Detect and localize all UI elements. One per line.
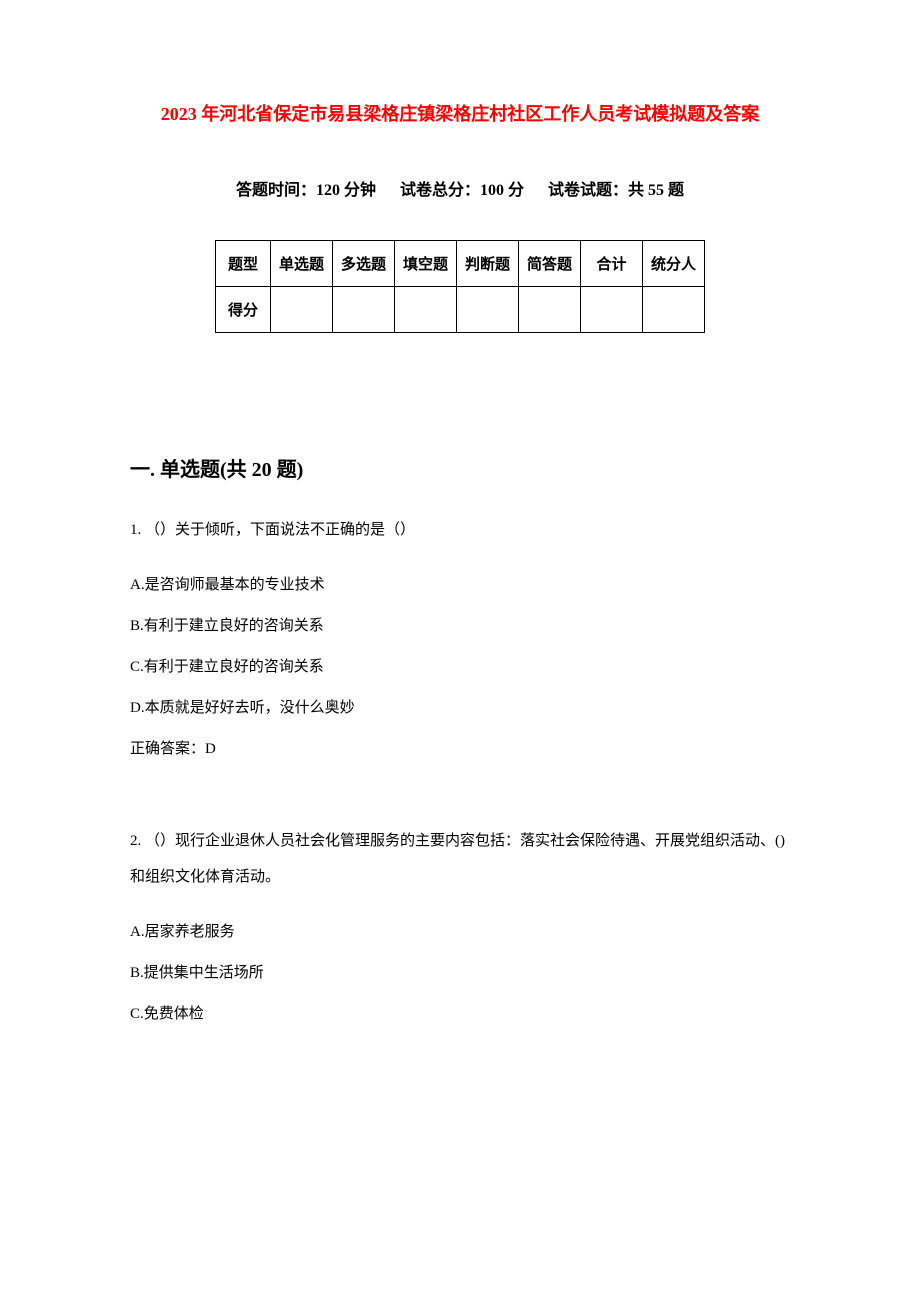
score-table: 题型 单选题 多选题 填空题 判断题 简答题 合计 统分人 得分 [215, 240, 705, 333]
correct-answer: 正确答案：D [130, 736, 790, 763]
table-empty-cell [270, 287, 332, 333]
table-header-cell: 简答题 [519, 241, 581, 287]
table-score-row: 得分 [215, 287, 704, 333]
option-c: C.免费体检 [130, 1001, 790, 1028]
table-header-cell: 合计 [581, 241, 643, 287]
table-header-cell: 填空题 [394, 241, 456, 287]
table-header-cell: 多选题 [332, 241, 394, 287]
exam-meta: 答题时间：120 分钟 试卷总分：100 分 试卷试题：共 55 题 [130, 176, 790, 200]
option-c: C.有利于建立良好的咨询关系 [130, 654, 790, 681]
question-text-content: （）现行企业退休人员社会化管理服务的主要内容包括：落实社会保险待遇、开展党组织活… [130, 833, 785, 885]
table-empty-cell [394, 287, 456, 333]
table-empty-cell [519, 287, 581, 333]
table-header-cell: 题型 [215, 241, 270, 287]
table-header-cell: 判断题 [457, 241, 519, 287]
option-d: D.本质就是好好去听，没什么奥妙 [130, 695, 790, 722]
table-header-cell: 单选题 [270, 241, 332, 287]
exam-time: 答题时间：120 分钟 [236, 176, 376, 200]
option-a: A.是咨询师最基本的专业技术 [130, 572, 790, 599]
table-empty-cell [332, 287, 394, 333]
exam-question-count: 试卷试题：共 55 题 [548, 176, 684, 200]
table-row-label: 得分 [215, 287, 270, 333]
section-heading: 一. 单选题(共 20 题) [130, 453, 790, 482]
question-number: 2. [130, 833, 141, 849]
question-prompt: 2. （）现行企业退休人员社会化管理服务的主要内容包括：落实社会保险待遇、开展党… [130, 823, 790, 895]
table-header-cell: 统分人 [643, 241, 705, 287]
question-block: 1. （）关于倾听，下面说法不正确的是（） A.是咨询师最基本的专业技术 B.有… [130, 512, 790, 763]
option-a: A.居家养老服务 [130, 919, 790, 946]
question-prompt: 1. （）关于倾听，下面说法不正确的是（） [130, 512, 790, 548]
table-empty-cell [581, 287, 643, 333]
question-text-content: （）关于倾听，下面说法不正确的是（） [145, 522, 415, 538]
option-b: B.提供集中生活场所 [130, 960, 790, 987]
table-empty-cell [643, 287, 705, 333]
table-header-row: 题型 单选题 多选题 填空题 判断题 简答题 合计 统分人 [215, 241, 704, 287]
table-empty-cell [457, 287, 519, 333]
question-block: 2. （）现行企业退休人员社会化管理服务的主要内容包括：落实社会保险待遇、开展党… [130, 823, 790, 1028]
exam-total-score: 试卷总分：100 分 [400, 176, 524, 200]
option-b: B.有利于建立良好的咨询关系 [130, 613, 790, 640]
document-title: 2023 年河北省保定市易县梁格庄镇梁格庄村社区工作人员考试模拟题及答案 [130, 100, 790, 126]
question-number: 1. [130, 522, 141, 538]
